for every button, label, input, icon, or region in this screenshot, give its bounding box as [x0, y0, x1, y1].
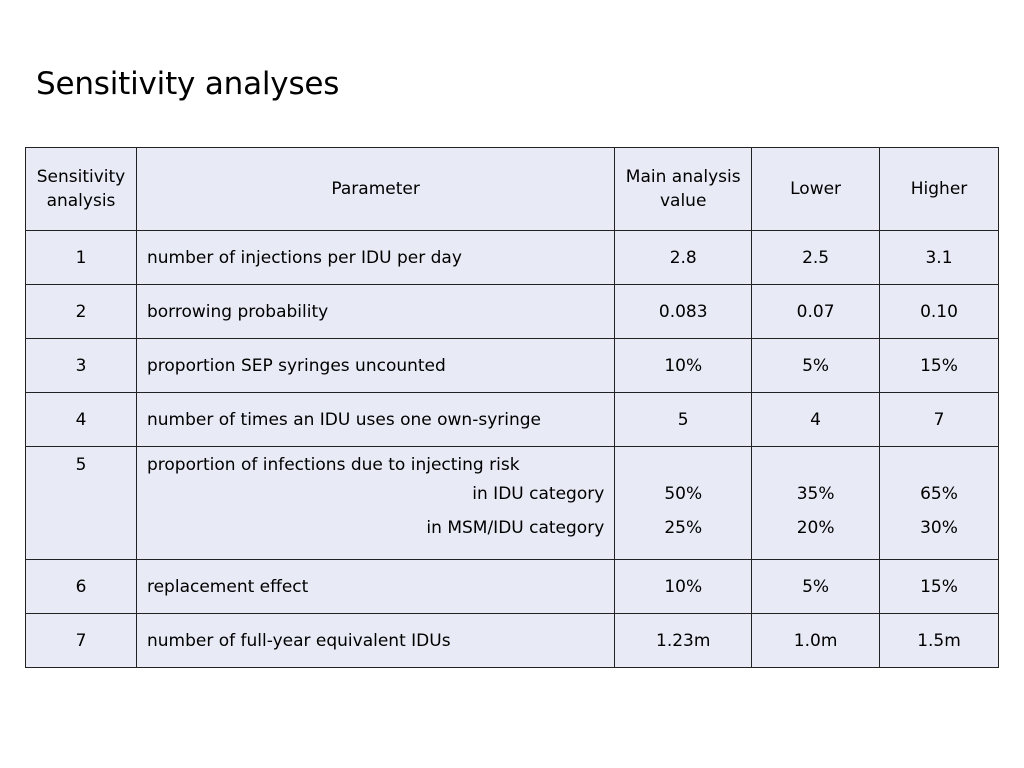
row-parameter: number of times an IDU uses one own-syri…	[135, 392, 616, 447]
header-main-analysis-value: Main analysis value	[614, 147, 753, 231]
row-higher-value: 65% 30%	[879, 446, 999, 560]
row-higher-value: 15%	[879, 338, 999, 393]
row-lower-value: 4	[751, 392, 881, 447]
row-number: 3	[25, 338, 137, 393]
row-parameter: number of injections per IDU per day	[135, 230, 616, 285]
row-parameter: borrowing probability	[135, 284, 616, 339]
row-main-value: 1.23m	[614, 613, 753, 668]
row-number: 6	[25, 559, 137, 614]
row-parameter: replacement effect	[135, 559, 616, 614]
main-value-msm-idu: 25%	[664, 518, 703, 538]
row-lower-value: 35% 20%	[751, 446, 881, 560]
table-header-row: Sensitivity analysis Parameter Main anal…	[25, 147, 999, 231]
row-lower-value: 1.0m	[751, 613, 881, 668]
table-row: 2 borrowing probability 0.083 0.07 0.10	[25, 284, 999, 339]
lower-value-idu: 35%	[796, 484, 835, 504]
main-value-idu: 50%	[664, 484, 703, 504]
row-lower-value: 5%	[751, 338, 881, 393]
table-row: 6 replacement effect 10% 5% 15%	[25, 559, 999, 614]
table-row: 1 number of injections per IDU per day 2…	[25, 230, 999, 285]
row-parameter-text: proportion of infections due to injectin…	[146, 455, 520, 475]
slide-title: Sensitivity analyses	[36, 66, 340, 102]
row-main-value: 50% 25%	[614, 446, 753, 560]
higher-value-idu: 65%	[920, 484, 958, 504]
row-lower-value: 0.07	[751, 284, 881, 339]
row-subparameter-idu: in IDU category	[472, 484, 605, 504]
row-higher-value: 0.10	[879, 284, 999, 339]
header-higher: Higher	[879, 147, 999, 231]
row-parameter: proportion SEP syringes uncounted	[135, 338, 616, 393]
table-row-multi: 5 proportion of infections due to inject…	[25, 446, 999, 560]
table-row: 3 proportion SEP syringes uncounted 10% …	[25, 338, 999, 393]
table-row: 4 number of times an IDU uses one own-sy…	[25, 392, 999, 447]
row-number: 7	[25, 613, 137, 668]
row-lower-value: 2.5	[751, 230, 881, 285]
row-number: 1	[25, 230, 137, 285]
row-main-value: 10%	[614, 559, 753, 614]
row-number: 4	[25, 392, 137, 447]
header-sensitivity-analysis: Sensitivity analysis	[25, 147, 137, 231]
row-main-value: 0.083	[614, 284, 753, 339]
header-lower: Lower	[751, 147, 881, 231]
row-higher-value: 15%	[879, 559, 999, 614]
lower-value-msm-idu: 20%	[796, 518, 835, 538]
row-lower-value: 5%	[751, 559, 881, 614]
row-higher-value: 1.5m	[879, 613, 999, 668]
higher-value-msm-idu: 30%	[920, 518, 958, 538]
row-parameter: proportion of infections due to injectin…	[135, 446, 616, 560]
row-higher-value: 7	[879, 392, 999, 447]
row-main-value: 2.8	[614, 230, 753, 285]
row-higher-value: 3.1	[879, 230, 999, 285]
row-number-text: 5	[75, 455, 87, 475]
row-main-value: 5	[614, 392, 753, 447]
row-main-value: 10%	[614, 338, 753, 393]
row-parameter: number of full-year equivalent IDUs	[135, 613, 616, 668]
row-subparameter-msm-idu: in MSM/IDU category	[426, 518, 605, 538]
row-number: 2	[25, 284, 137, 339]
row-number: 5	[25, 446, 137, 560]
table-row: 7 number of full-year equivalent IDUs 1.…	[25, 613, 999, 668]
header-parameter: Parameter	[135, 147, 616, 231]
sensitivity-table: Sensitivity analysis Parameter Main anal…	[25, 147, 999, 668]
